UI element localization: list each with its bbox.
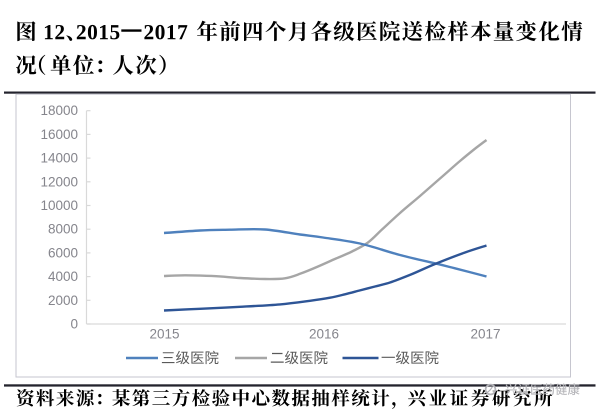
svg-text:4000: 4000 <box>48 269 78 284</box>
svg-text:8000: 8000 <box>48 222 78 237</box>
svg-text:2000: 2000 <box>48 293 78 308</box>
svg-text:18000: 18000 <box>40 103 78 118</box>
svg-text:14000: 14000 <box>40 151 78 166</box>
svg-text:6000: 6000 <box>48 245 78 260</box>
svg-text:12000: 12000 <box>40 174 78 189</box>
svg-text:10000: 10000 <box>40 198 78 213</box>
svg-text:2015: 2015 <box>149 327 179 342</box>
svg-text:0: 0 <box>70 317 78 332</box>
svg-text:16000: 16000 <box>40 127 78 142</box>
svg-text:2017: 2017 <box>470 327 500 342</box>
svg-text:2016: 2016 <box>309 327 339 342</box>
